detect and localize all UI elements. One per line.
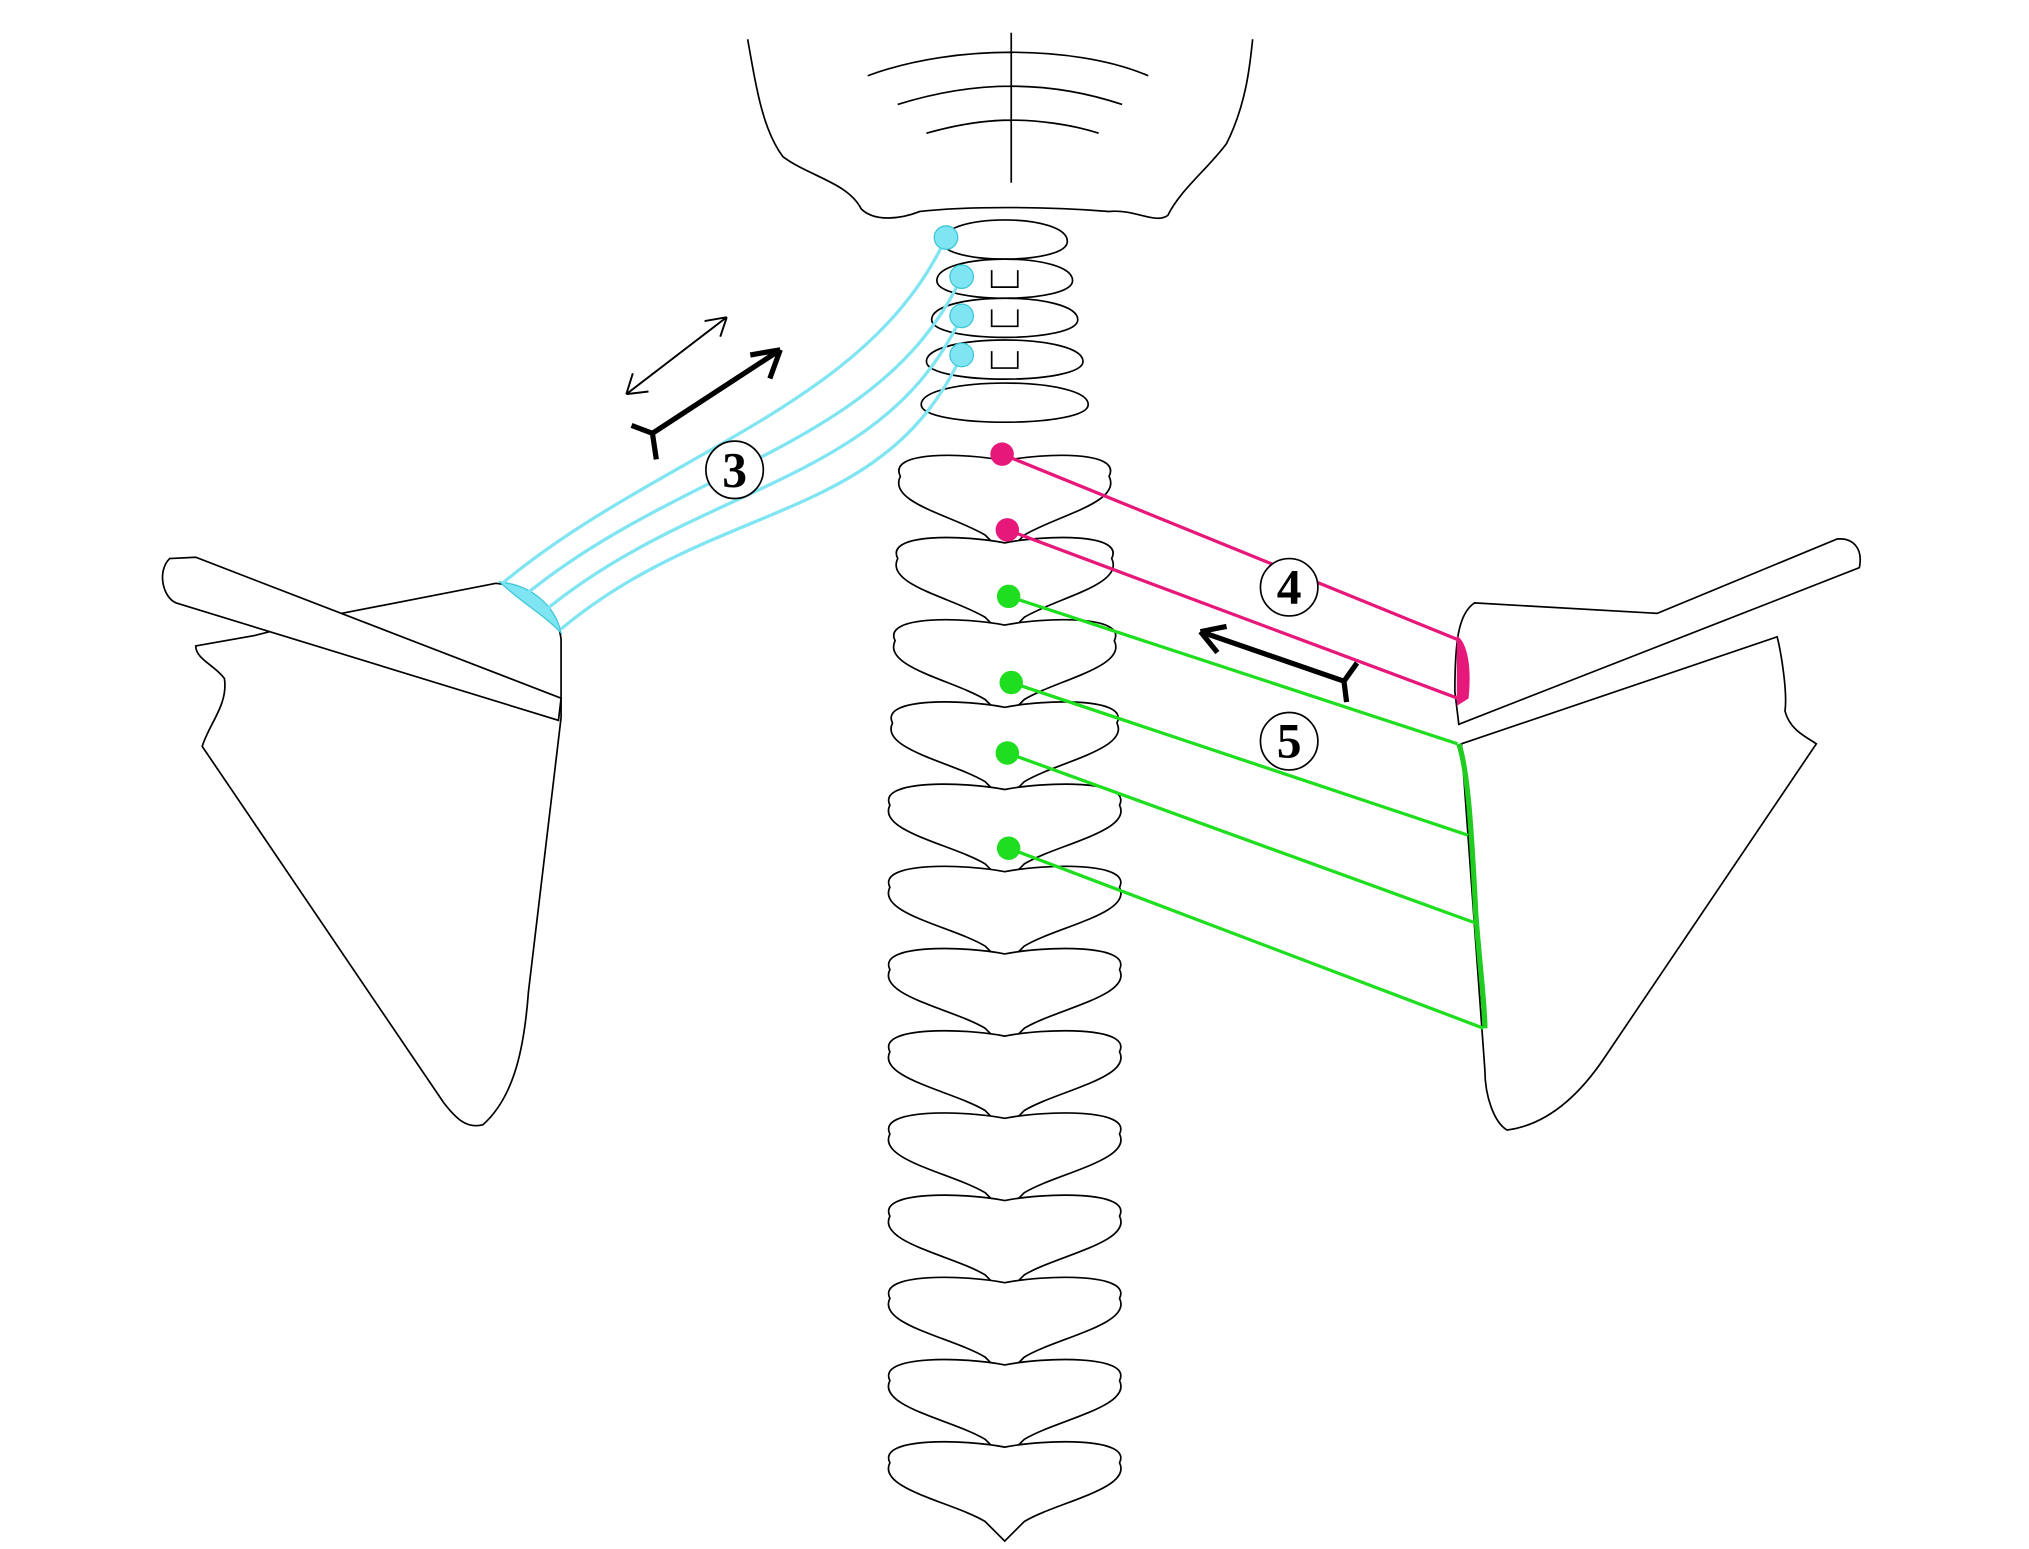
origin-dot xyxy=(995,518,1020,542)
muscle-fiber xyxy=(520,276,964,599)
vertebra xyxy=(925,339,1084,380)
vertebra xyxy=(887,947,1122,1050)
muscle-fiber xyxy=(1008,846,1485,1030)
vertebra xyxy=(887,1276,1122,1378)
origin-dot xyxy=(995,741,1020,765)
vertebra xyxy=(887,865,1122,967)
label-5: 5 xyxy=(1277,714,1302,769)
label-4: 4 xyxy=(1277,560,1302,615)
vertebra-detail xyxy=(990,309,1019,328)
skull xyxy=(746,39,1254,220)
origin-dot xyxy=(949,303,975,329)
vertebra xyxy=(892,618,1117,721)
vertebra-detail xyxy=(990,351,1019,369)
vertebra-detail xyxy=(990,270,1019,288)
muscle-fiber xyxy=(1010,680,1469,837)
attachment xyxy=(1456,635,1470,706)
origin-dot xyxy=(949,264,975,290)
vertebra xyxy=(897,454,1112,556)
arrows xyxy=(625,316,1360,703)
spine xyxy=(887,219,1122,1543)
vertebra xyxy=(887,1440,1122,1543)
label-3: 3 xyxy=(722,442,747,497)
skull-line xyxy=(867,32,1149,183)
attachment xyxy=(1456,742,1488,1029)
attachment xyxy=(497,581,563,636)
origin-dot xyxy=(990,442,1014,466)
labels: 3 4 5 xyxy=(705,440,1319,771)
vertebra xyxy=(887,1358,1122,1461)
muscle-fiber xyxy=(1006,528,1459,700)
muscle-fiber xyxy=(540,315,964,615)
origin-dot xyxy=(949,342,975,368)
vertebra xyxy=(887,783,1122,885)
vertebra xyxy=(887,1112,1122,1214)
muscle-fiber xyxy=(501,236,948,585)
muscles xyxy=(501,225,1485,1030)
vertebra xyxy=(941,219,1069,260)
muscle-fiber xyxy=(1008,594,1458,746)
left-scapula xyxy=(161,556,563,1127)
vertebra xyxy=(887,1194,1122,1296)
vertebra xyxy=(920,382,1090,423)
origin-dot xyxy=(996,836,1021,860)
origin-dot xyxy=(996,584,1021,609)
right-scapula xyxy=(1454,538,1862,1131)
origin-dot xyxy=(999,670,1023,695)
muscle-fiber xyxy=(560,354,964,631)
origin-dot xyxy=(933,225,959,250)
muscle-fiber xyxy=(1001,452,1459,641)
muscle-fiber xyxy=(1006,751,1476,925)
vertebra xyxy=(887,1029,1122,1132)
